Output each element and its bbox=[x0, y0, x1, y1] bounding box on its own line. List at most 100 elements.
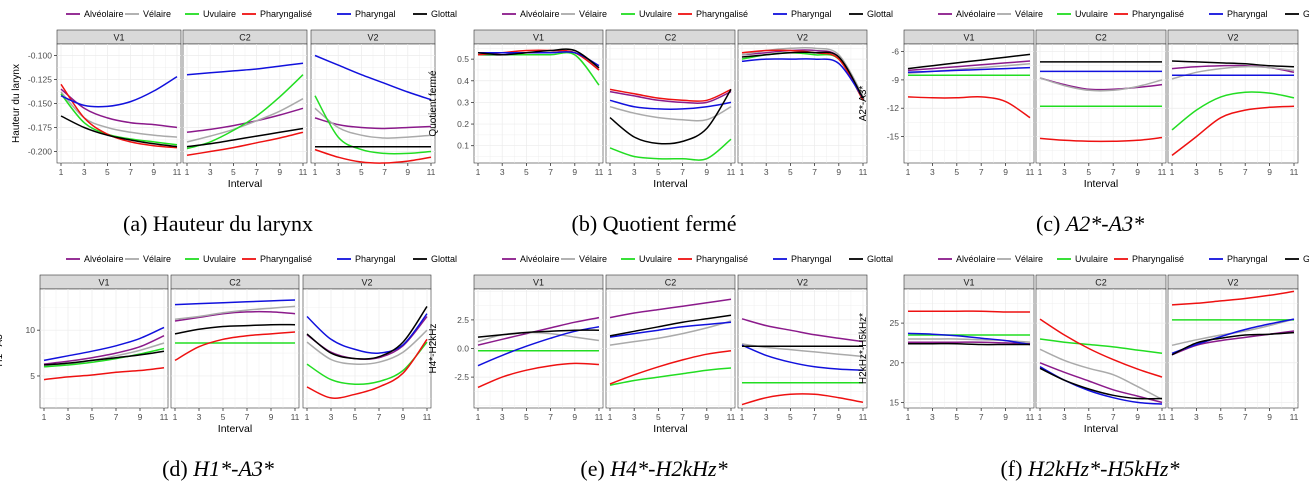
x-tick-label: 11 bbox=[1158, 167, 1167, 177]
x-tick-label: 1 bbox=[476, 412, 481, 422]
x-tick-label: 5 bbox=[1086, 167, 1091, 177]
x-tick-label: 7 bbox=[1243, 412, 1248, 422]
y-axis-label: H4*-H2kHz bbox=[428, 323, 439, 373]
x-tick-label: 3 bbox=[500, 167, 505, 177]
x-tick-label: 1 bbox=[608, 412, 613, 422]
legend-label: Pharyngalisé bbox=[696, 254, 748, 264]
x-tick-label: 11 bbox=[1158, 412, 1167, 422]
legend-label: Pharyngal bbox=[1227, 254, 1268, 264]
x-tick-label: 5 bbox=[656, 412, 661, 422]
y-tick-label: -9 bbox=[891, 75, 899, 85]
series-line-pharyngalisé bbox=[609, 88, 732, 102]
series-line-alvéolaire bbox=[477, 316, 600, 346]
x-tick-label: 7 bbox=[812, 412, 817, 422]
x-tick-label: 11 bbox=[427, 167, 436, 177]
x-tick-label: 11 bbox=[859, 167, 868, 177]
series-line-pharyngal bbox=[1171, 318, 1295, 355]
series-line-alvéolaire bbox=[741, 318, 864, 343]
x-tick-label: 3 bbox=[329, 412, 334, 422]
series-line-pharyngalisé bbox=[908, 310, 1031, 313]
x-tick-label: 3 bbox=[930, 167, 935, 177]
x-tick-label: 9 bbox=[704, 167, 709, 177]
facet-v1: V1 1 3 5 7 9 11 bbox=[473, 274, 604, 422]
x-tick-label: 9 bbox=[277, 167, 282, 177]
facet-v2: V2 1 3 5 7 9 11 bbox=[1167, 29, 1299, 177]
legend-label: Pharyngalisé bbox=[260, 9, 312, 19]
legend-label: Vélaire bbox=[143, 254, 171, 264]
x-tick-label: 1 bbox=[1170, 412, 1175, 422]
series-line-pharyngalisé bbox=[1039, 318, 1163, 378]
series-line-pharyngal bbox=[609, 99, 732, 110]
x-tick-label: 9 bbox=[1135, 412, 1140, 422]
y-axis-label: H1*-A3* bbox=[0, 330, 5, 366]
y-axis-label: Quotient fermé bbox=[428, 70, 439, 137]
series-line-pharyngalisé bbox=[174, 331, 296, 362]
series-line-glottal bbox=[741, 51, 864, 99]
facet-strip-label: V2 bbox=[367, 33, 378, 43]
legend: Alvéolaire Vélaire Uvulaire Pharyngalisé Pha… bbox=[66, 254, 457, 264]
series-line-uvulaire bbox=[609, 138, 732, 161]
series-line-uvulaire bbox=[1039, 338, 1163, 355]
series-line-pharyngalisé bbox=[1039, 136, 1163, 143]
series-line-uvulaire bbox=[43, 347, 165, 368]
y-tick-label: 20 bbox=[890, 358, 900, 368]
legend-label: Pharyngal bbox=[791, 254, 832, 264]
facet-v2: V2 1 3 5 7 9 11 bbox=[302, 274, 432, 422]
series-line-pharyngalisé bbox=[314, 148, 432, 164]
series-line-pharyngalisé bbox=[43, 366, 165, 381]
series-line-vélaire bbox=[174, 305, 296, 320]
x-tick-label: 1 bbox=[42, 412, 47, 422]
series-line-pharyngal bbox=[609, 321, 732, 338]
x-tick-label: 5 bbox=[221, 412, 226, 422]
legend: Alvéolaire Vélaire Uvulaire Pharyngalisé Pha… bbox=[502, 254, 893, 264]
series-line-pharyngalisé bbox=[741, 49, 864, 101]
facet-strip-label: V2 bbox=[797, 33, 808, 43]
x-tick-label: 1 bbox=[906, 412, 911, 422]
x-tick-label: 7 bbox=[245, 412, 250, 422]
x-tick-label: 5 bbox=[105, 167, 110, 177]
x-axis-label: Interval bbox=[228, 178, 262, 190]
legend-label: Alvéolaire bbox=[956, 254, 996, 264]
facet-v1: V1 1 3 5 7 9 11 bbox=[39, 274, 169, 422]
series-line-glottal bbox=[1171, 60, 1295, 68]
series-line-vélaire bbox=[306, 329, 428, 366]
x-tick-label: 7 bbox=[377, 412, 382, 422]
series-line-pharyngalisé bbox=[741, 393, 864, 406]
y-tick-label: 0.0 bbox=[457, 344, 469, 354]
legend-label: Glottal bbox=[1303, 254, 1309, 264]
caption-d: (d) H1*-A3* bbox=[162, 456, 274, 481]
y-tick-label: 0.3 bbox=[457, 97, 469, 107]
legend: Alvéolaire Vélaire Uvulaire Pharyngalisé Pha… bbox=[502, 9, 893, 19]
series-line-vélaire bbox=[741, 343, 864, 358]
x-tick-label: 5 bbox=[231, 167, 236, 177]
facet-v2: V2 1 3 5 7 9 11 bbox=[310, 29, 436, 177]
x-tick-label: 11 bbox=[1290, 167, 1299, 177]
x-tick-label: 9 bbox=[836, 412, 841, 422]
x-tick-label: 9 bbox=[405, 167, 410, 177]
x-tick-label: 7 bbox=[548, 167, 553, 177]
x-tick-label: 3 bbox=[1194, 412, 1199, 422]
x-axis-label: Interval bbox=[218, 423, 252, 435]
x-tick-label: 5 bbox=[359, 167, 364, 177]
y-tick-label: -0.150 bbox=[28, 99, 52, 109]
x-tick-label: 11 bbox=[727, 167, 736, 177]
x-tick-label: 7 bbox=[548, 412, 553, 422]
series-line-vélaire bbox=[1039, 77, 1163, 92]
series-line-alvéolaire bbox=[1039, 77, 1163, 91]
legend-label: Pharyngalisé bbox=[260, 254, 312, 264]
x-axis-label: Interval bbox=[653, 423, 687, 435]
x-tick-label: 1 bbox=[476, 167, 481, 177]
series-line-pharyngal bbox=[478, 50, 600, 67]
y-tick-label: 5 bbox=[30, 371, 35, 381]
facet-v2: V2 1 3 5 7 9 11 bbox=[737, 274, 868, 422]
x-tick-label: 11 bbox=[423, 412, 432, 422]
x-tick-label: 1 bbox=[305, 412, 310, 422]
facet-c2: C2 1 3 5 7 9 11 bbox=[605, 274, 736, 422]
legend-label: Vélaire bbox=[1015, 9, 1043, 19]
x-tick-label: 9 bbox=[1267, 167, 1272, 177]
legend-label: Pharyngal bbox=[791, 9, 832, 19]
x-tick-label: 7 bbox=[680, 167, 685, 177]
y-tick-label: -2.5 bbox=[454, 372, 469, 382]
facet-strip-label: V1 bbox=[963, 33, 974, 43]
y-tick-label: 2.5 bbox=[457, 315, 469, 325]
